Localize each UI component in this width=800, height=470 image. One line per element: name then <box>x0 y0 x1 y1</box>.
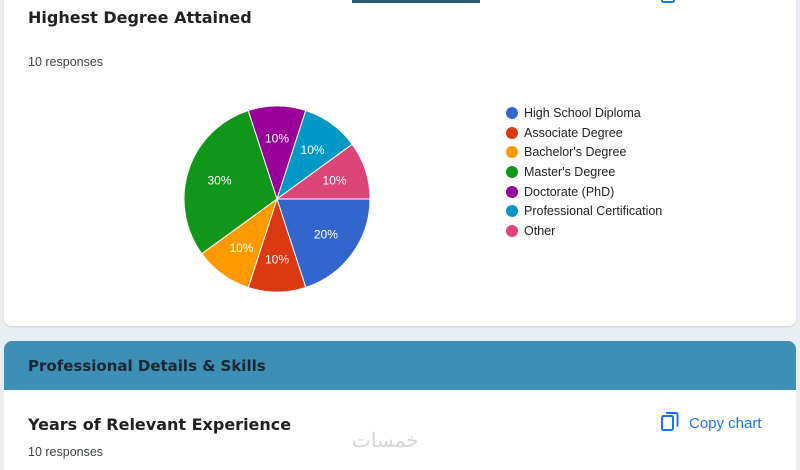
copy-icon <box>660 410 680 437</box>
pie-chart: 20% 10% 10% 30% 10% 10% 10% <box>183 105 371 293</box>
legend-swatch <box>506 126 518 139</box>
pie-slice-0 <box>276 198 371 289</box>
copy-chart-button-top[interactable] <box>660 0 720 6</box>
legend-swatch <box>506 106 518 119</box>
legend-swatch <box>506 224 518 237</box>
legend-swatch <box>506 146 518 159</box>
legend-item: Professional Certification <box>506 201 662 221</box>
response-count-experience: 10 responses <box>28 445 104 459</box>
legend-label: Professional Certification <box>524 204 663 219</box>
tab-indicator <box>352 0 480 3</box>
copy-chart-label: Copy chart <box>689 415 762 432</box>
legend-label: Doctorate (PhD) <box>524 184 615 199</box>
pie-slice-label-5: 10% <box>301 143 325 157</box>
legend-label: Other <box>524 223 556 238</box>
legend-label: Master's Degree <box>524 164 616 179</box>
section-header: Professional Details & Skills <box>4 341 796 390</box>
legend-item: Master's Degree <box>506 162 662 182</box>
legend-item: Other <box>506 221 662 241</box>
legend-label: Associate Degree <box>524 125 623 140</box>
legend-label: High School Diploma <box>524 105 641 120</box>
copy-chart-button[interactable]: Copy chart <box>660 410 762 437</box>
legend-label: Bachelor's Degree <box>524 145 627 160</box>
watermark: خمسات <box>352 430 419 452</box>
chart-legend: High School Diploma Associate Degree Bache… <box>506 103 662 241</box>
legend-swatch <box>506 205 518 218</box>
question-card-degree <box>4 0 796 326</box>
pie-slice-label-6: 10% <box>322 173 346 187</box>
legend-item: Associate Degree <box>506 123 662 143</box>
legend-swatch <box>506 165 518 178</box>
legend-item: Bachelor's Degree <box>506 142 662 162</box>
pie-slice-3 <box>183 109 278 255</box>
pie-slice-label-2: 10% <box>229 241 253 255</box>
pie-slice-label-4: 10% <box>265 132 289 146</box>
question-title: Highest Degree Attained <box>28 8 252 27</box>
question-title-experience: Years of Relevant Experience <box>28 415 292 434</box>
response-count: 10 responses <box>28 55 104 69</box>
legend-swatch <box>506 185 518 198</box>
pie-slice-6 <box>275 143 371 200</box>
legend-item: Doctorate (PhD) <box>506 182 662 202</box>
pie-slice-label-0: 20% <box>314 228 338 242</box>
pie-slice-label-3: 30% <box>207 173 231 187</box>
legend-item: High School Diploma <box>506 103 662 123</box>
pie-slice-label-1: 10% <box>265 252 289 266</box>
section-title: Professional Details & Skills <box>28 357 266 375</box>
